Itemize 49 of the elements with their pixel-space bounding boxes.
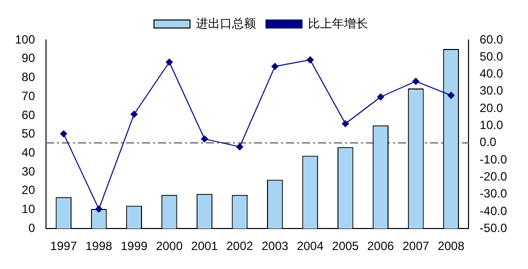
legend-label: 比上年增长: [308, 16, 368, 30]
x-tick-label: 1998: [86, 239, 113, 254]
x-tick-label: 1997: [50, 239, 78, 254]
x-tick-label: 2000: [156, 239, 183, 254]
y2-tick-label: 40.0: [480, 66, 504, 81]
y2-tick-label: 30.0: [480, 84, 504, 98]
x-tick-label: 2002: [226, 239, 254, 254]
y2-tick-label: -40.0: [480, 204, 508, 218]
point: [130, 110, 138, 118]
y-tick-label: 80: [22, 70, 36, 84]
y2-tick-label: 10.0: [480, 118, 504, 132]
y2-tick-label: -30.0: [480, 186, 508, 201]
y2-tick-label: -20.0: [480, 169, 508, 184]
y-tick-label: 70: [22, 88, 36, 103]
x-tick-label: 2005: [332, 239, 360, 254]
point: [412, 78, 420, 85]
point: [342, 120, 349, 128]
point: [60, 130, 68, 138]
x-tick-label: 1999: [120, 239, 148, 254]
y-tick-label: 10: [22, 202, 36, 216]
point: [201, 135, 208, 142]
x-tick-label: 2006: [367, 239, 394, 254]
y2-tick-label: -50.0: [480, 220, 508, 235]
x-tick-label: 2004: [296, 239, 324, 254]
x-tick-label: 2008: [438, 239, 465, 254]
y-tick-label: 100: [14, 32, 36, 46]
x-tick-label: 2007: [402, 239, 430, 254]
y-tick-label: 50: [22, 126, 36, 141]
point: [377, 93, 384, 100]
y-tick-label: 60: [22, 108, 36, 122]
y-tick-label: 0: [28, 220, 36, 235]
point: [271, 62, 278, 70]
point: [95, 206, 102, 213]
y-tick-label: 30: [22, 164, 36, 178]
point: [306, 56, 314, 64]
x-tick-label: 2003: [262, 239, 289, 254]
point: [448, 92, 455, 99]
y2-tick-label: 50.0: [480, 49, 504, 64]
y-tick-label: 20: [22, 183, 36, 198]
point: [166, 58, 173, 66]
y2-tick-label: 0.0: [480, 135, 497, 150]
y2-tick-label: 60.0: [480, 32, 504, 46]
y2-tick-label: -10.0: [480, 152, 508, 166]
y-tick-label: 90: [22, 51, 36, 66]
x-tick-label: 2001: [191, 239, 218, 254]
y2-tick-label: 20.0: [480, 100, 504, 115]
legend-label: 进出口总额: [196, 16, 256, 30]
y-tick-label: 40: [22, 145, 36, 160]
point: [236, 143, 244, 150]
